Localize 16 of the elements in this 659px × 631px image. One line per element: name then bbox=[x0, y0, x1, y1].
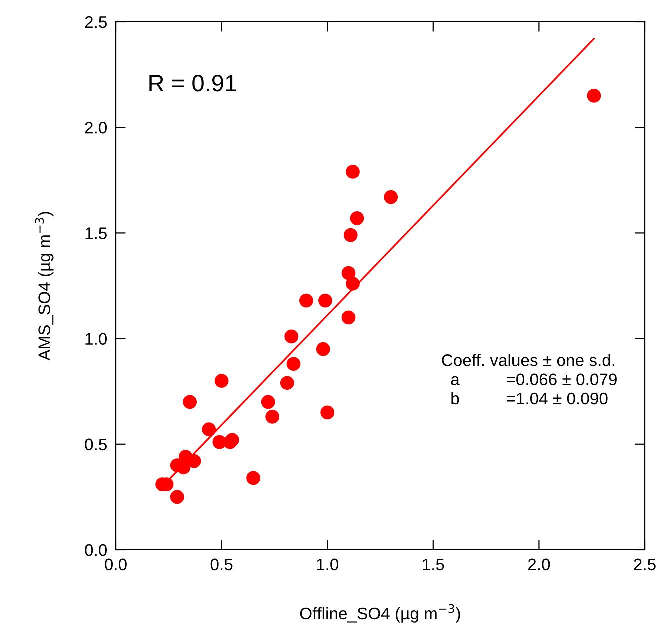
x-tick-label: 2.0 bbox=[528, 558, 550, 571]
y-tick-label: 0.0 bbox=[85, 544, 108, 556]
y-tick-label: 1.5 bbox=[86, 228, 107, 240]
x-tick-label: 0.5 bbox=[210, 558, 233, 571]
y-tick-label: 2.5 bbox=[85, 16, 107, 28]
annotation: Coeff. values ± one s.d. a =0.066 ± 0.079 b =1.04 ± 0.090 bbox=[442, 354, 617, 405]
x-axis-title: Offline_SO4 (µg m$^{−3}$) bbox=[300, 604, 460, 623]
annotation: R = 0.91 bbox=[150, 74, 236, 92]
x-tick-label: 0.0 bbox=[105, 558, 127, 571]
y-tick-label: 0.5 bbox=[85, 438, 107, 451]
x-tick-label: 1.5 bbox=[423, 558, 444, 571]
x-tick-label: 1.0 bbox=[317, 558, 339, 571]
y-tick-label: 2.0 bbox=[85, 122, 108, 134]
x-tick-label: 2.5 bbox=[634, 558, 656, 571]
y-tick-label: 1.0 bbox=[86, 333, 108, 346]
y-axis-title: AMS_SO4 (µg m$^{−3}$) bbox=[35, 212, 54, 361]
